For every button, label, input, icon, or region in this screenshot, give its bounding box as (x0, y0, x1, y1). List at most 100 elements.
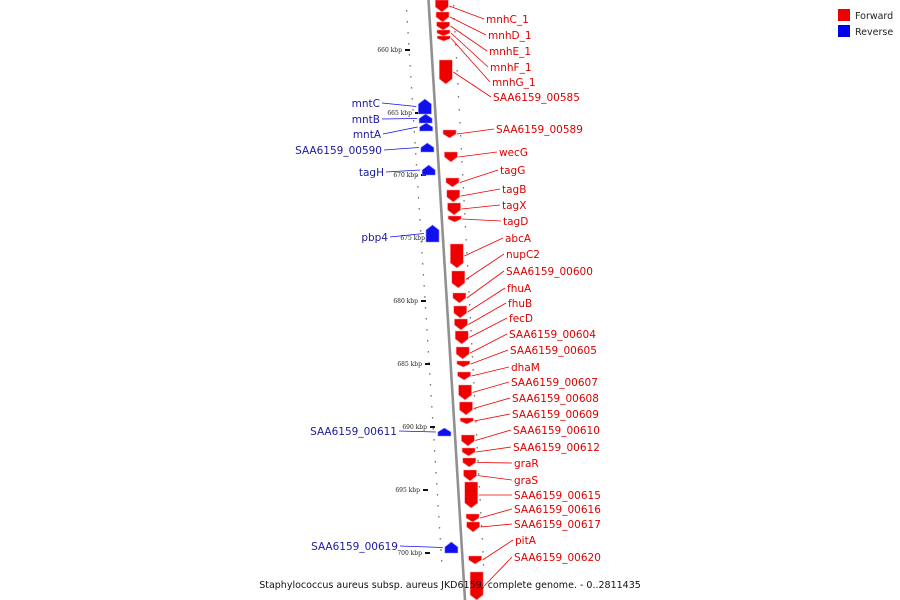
gene-label-SAA6159_00610: SAA6159_00610 (513, 425, 600, 437)
forward-leader-line (474, 413, 511, 422)
rev-track-dash (439, 538, 441, 540)
forward-leader-line (449, 5, 485, 20)
gene-label-fhuA: fhuA (507, 283, 532, 295)
reverse-gene-arrow (418, 113, 433, 124)
label-layer: 660 kbp 665 kbp 670 kbp 675 kbp 680 kbp 685 k… (295, 5, 601, 587)
forward-leader-line (458, 151, 498, 158)
rev-track-dash (428, 362, 430, 364)
reverse-gene-arrow (444, 541, 459, 554)
gene-label-SAA6159_00617: SAA6159_00617 (514, 519, 601, 531)
gene-label-mnhC_1: mnhC_1 (486, 14, 529, 26)
forward-gene-arrow (464, 481, 479, 509)
forward-gene-arrow (459, 417, 474, 425)
fwd-track-dash (459, 122, 461, 124)
rev-track-dash (416, 175, 418, 177)
rev-track-dash (406, 10, 408, 12)
rev-track-dash (413, 120, 415, 122)
legend-reverse-label: Reverse (855, 27, 893, 38)
rev-track-dash (434, 450, 436, 452)
fwd-track-dash (455, 57, 458, 59)
scale-tick (423, 489, 428, 491)
forward-leader-line (466, 270, 505, 299)
forward-leader-line (476, 446, 512, 453)
rev-track-dash (406, 21, 408, 23)
gene-label-tagX: tagX (502, 200, 526, 212)
forward-leader-line (477, 475, 513, 481)
fwd-track-dash (473, 395, 476, 397)
forward-gene-arrow (455, 346, 470, 360)
forward-gene-arrow (456, 360, 471, 368)
forward-gene-arrow (453, 305, 468, 319)
rev-track-dash (440, 549, 442, 551)
forward-gene-arrow (437, 35, 451, 42)
scale-tick-label: 680 kbp (393, 298, 418, 305)
fwd-track-dash (456, 70, 458, 72)
fwd-track-dash (482, 564, 485, 566)
gene-label-SAA6159_00609: SAA6159_00609 (512, 409, 599, 421)
forward-leader-line (464, 237, 504, 257)
fwd-track-dash (455, 44, 457, 46)
gene-label-SAA6159_00604: SAA6159_00604 (509, 329, 596, 341)
gene-label-nupC2: nupC2 (506, 249, 540, 261)
rev-track-dash (429, 373, 431, 375)
fwd-track-dash (460, 148, 462, 150)
gene-label-dhaM: dhaM (511, 362, 540, 374)
rev-track-dash (436, 483, 438, 485)
scale-tick-label: 660 kbp (377, 47, 402, 54)
forward-gene-arrow (439, 59, 453, 85)
rev-track-dash (414, 142, 416, 144)
scale-tick (405, 49, 410, 51)
rev-track-dash (421, 252, 423, 254)
forward-gene-arrow (463, 469, 477, 482)
rev-track-dash (407, 32, 409, 34)
forward-leader-line (476, 462, 513, 464)
forward-gene-arrow (450, 243, 464, 269)
gene-label-pbp4: pbp4 (361, 232, 388, 244)
gene-label-pitA: pitA (515, 535, 537, 547)
fwd-track-dash (476, 434, 478, 436)
reverse-gene-arrow (420, 142, 435, 153)
forward-gene-arrow (435, 0, 449, 13)
fwd-track-dash (480, 512, 482, 514)
forward-gene-arrow (445, 177, 460, 188)
fwd-track-dash (469, 304, 471, 306)
forward-leader-line (479, 508, 513, 519)
fwd-track-dash (473, 382, 475, 384)
gene-label-fecD: fecD (509, 313, 533, 325)
scale-tick-label: 670 kbp (393, 172, 418, 179)
forward-gene-arrow (444, 151, 458, 163)
forward-leader-line (475, 429, 512, 441)
forward-leader-line (469, 333, 508, 354)
reverse-gene-arrow (421, 164, 436, 176)
reverse-gene-arrow (425, 224, 440, 243)
rev-track-dash (412, 109, 414, 111)
rev-track-dash (415, 153, 417, 155)
fwd-track-dash (466, 265, 469, 267)
legend: Forward Reverse (838, 9, 893, 38)
gene-label-SAA6159_00619: SAA6159_00619 (311, 541, 398, 553)
backbone-layer (405, 0, 485, 600)
fwd-track-dash (477, 460, 479, 462)
gene-label-abcA: abcA (505, 233, 532, 245)
scale-tick-label: 690 kbp (402, 424, 427, 431)
fwd-track-dash (480, 525, 483, 527)
rev-track-dash (437, 505, 439, 507)
scale-tick-label: 695 kbp (395, 487, 420, 494)
forward-leader-line (471, 366, 510, 377)
rev-track-dash (408, 54, 411, 56)
forward-leader-line (451, 38, 491, 83)
rev-track-dash (420, 230, 422, 232)
gene-label-mnhE_1: mnhE_1 (489, 46, 531, 58)
fwd-track-dash (482, 551, 484, 553)
forward-gene-arrow (436, 21, 450, 31)
fwd-track-dash (466, 252, 468, 254)
forward-gene-arrow (466, 521, 480, 533)
rev-track-dash (419, 219, 421, 221)
rev-track-dash (431, 406, 433, 408)
rev-track-dash (410, 87, 413, 89)
forward-gene-arrow (447, 215, 462, 223)
fwd-track-dash (454, 31, 456, 33)
gene-label-mnhG_1: mnhG_1 (492, 77, 536, 89)
rev-track-dash (435, 472, 437, 474)
